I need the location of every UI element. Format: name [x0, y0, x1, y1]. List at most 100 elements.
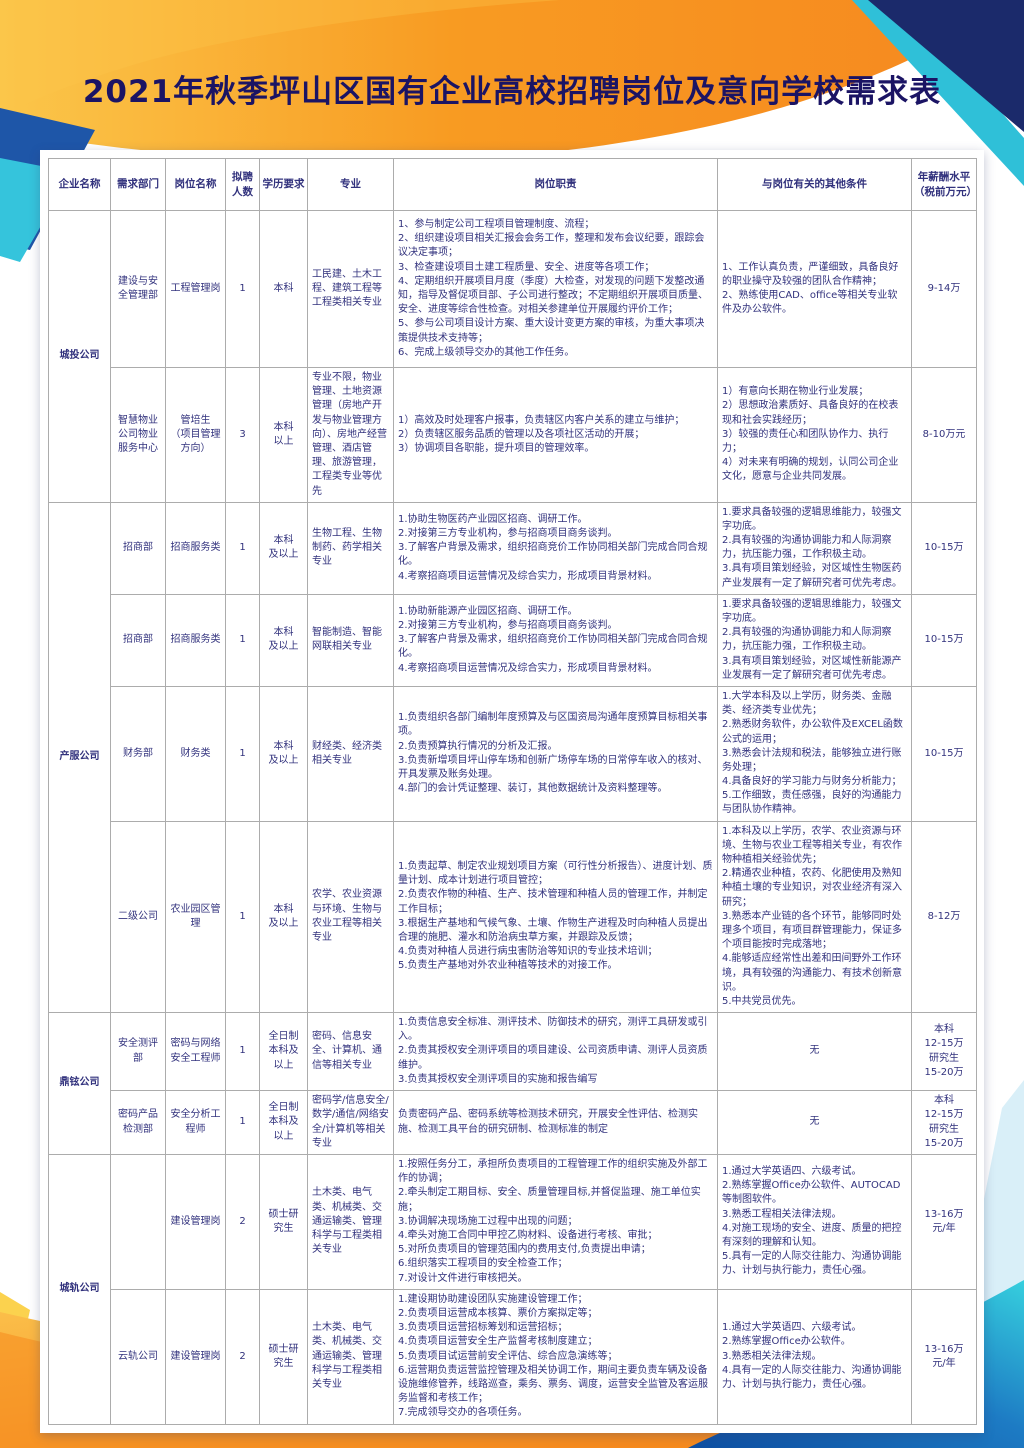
- cell-major: 土木类、电气类、机械类、交通运输类、管理科学与工程类相关专业: [307, 1288, 394, 1425]
- cell-count: 1: [225, 820, 260, 1014]
- cell-salary: 10-15万: [911, 685, 977, 822]
- cell-company: 城轨公司: [48, 1154, 111, 1425]
- cell-count: 1: [225, 501, 260, 595]
- cell-count: 1: [225, 210, 260, 368]
- cell-department: 智慧物业公司物业服务中心: [110, 367, 166, 503]
- cell-education: 全日制 本科及 以上: [259, 1090, 308, 1155]
- cell-company: 鼎铉公司: [48, 1012, 111, 1155]
- cell-company: 产服公司: [48, 501, 111, 1014]
- cell-conditions: 1.要求具备较强的逻辑思维能力，较强文字功底。 2.具有较强的沟通协调能力和人际…: [717, 501, 912, 595]
- cell-count: 1: [225, 1090, 260, 1155]
- cell-education: 全日制 本科及 以上: [259, 1012, 308, 1091]
- page-title: 2021年秋季坪山区国有企业高校招聘岗位及意向学校需求表: [82, 74, 942, 110]
- cell-salary: 8-10万元: [911, 367, 977, 503]
- table-row: 城轨公司 建设管理岗 2 硕士研 究生 土木类、电气类、机械类、交通运输类、管理科学与工…: [48, 1154, 977, 1425]
- cell-department: 密码产品检测部: [110, 1090, 166, 1155]
- cell-conditions: 1.本科及以上学历，农学、农业资源与环境、生物与农业工程等相关专业，有农作物种植…: [717, 820, 912, 1014]
- cell-major: 土木类、电气类、机械类、交通运输类、管理科学与工程类相关专业: [307, 1154, 394, 1290]
- cell-conditions: 1）有意向长期在物业行业发展； 2）思想政治素质好、具备良好的在校表现和社会实践…: [717, 367, 912, 503]
- cell-education: 硕士研 究生: [259, 1154, 308, 1290]
- table-row: 二级公司 农业园区管理 1 本科 及以上 农学、农业资源与环境、生物与农业工程等相关专业…: [49, 820, 977, 1014]
- cell-conditions: 1.大学本科及以上学历，财务类、金融类、经济类专业优先； 2.熟悉财务软件，办公…: [717, 685, 912, 822]
- cell-major: 财经类、经济类相关专业: [307, 685, 394, 822]
- cell-conditions: 1、工作认真负责，严谨细致，具备良好的职业操守及较强的团队合作精神； 2、熟练使…: [717, 210, 912, 368]
- table-row: 密码产品检测部 安全分析工程师 1 全日制 本科及 以上 密码学/信息安全/数学/通信/…: [49, 1090, 977, 1155]
- cell-education: 本科 及以上: [259, 593, 308, 687]
- cell-department: 安全测评部: [110, 1012, 166, 1091]
- column-header: 专业: [307, 158, 394, 211]
- cell-department: 二级公司: [110, 820, 166, 1014]
- table-row: 财务部 财务类 1 本科 及以上 财经类、经济类相关专业 1.负责组织各部门编制年度预算及…: [49, 685, 977, 822]
- cell-position: 招商服务类: [165, 501, 226, 595]
- cell-major: 农学、农业资源与环境、生物与农业工程等相关专业: [307, 820, 394, 1014]
- cell-position: 管培生 （项目管理方向）: [165, 367, 226, 503]
- column-header: 与岗位有关的其他条件: [717, 158, 912, 211]
- cell-position: 安全分析工程师: [165, 1090, 226, 1155]
- cell-count: 2: [225, 1154, 260, 1290]
- cell-position: 工程管理岗: [165, 210, 226, 368]
- cell-salary: 13-16万 元/年: [911, 1288, 977, 1425]
- cell-position: 农业园区管理: [165, 820, 226, 1014]
- column-header: 岗位名称: [165, 158, 226, 211]
- cell-salary: 9-14万: [911, 210, 977, 368]
- cell-department: 云轨公司: [110, 1288, 166, 1425]
- column-header: 岗位职责: [393, 158, 718, 211]
- cell-major: 专业不限，物业管理、土地资源管理（房地产开发与物业管理方向）、房地产经营管理、酒…: [307, 367, 394, 503]
- cell-duties: 1.建设期协助建设团队实施建设管理工作； 2.负责项目运营成本核算、票价方案拟定…: [393, 1288, 718, 1425]
- column-header: 企业名称: [48, 158, 111, 211]
- header-row: 企业名称 需求部门 岗位名称 拟聘人数 学历要求 专业 岗位职责 与岗位有关的其他条件 年薪酬水…: [48, 158, 977, 211]
- cell-department: 财务部: [110, 685, 166, 822]
- cell-count: 1: [225, 685, 260, 822]
- column-header: 学历要求: [259, 158, 308, 211]
- cell-count: 1: [225, 593, 260, 687]
- cell-education: 本科 以上: [259, 367, 308, 503]
- cell-education: 本科: [259, 210, 308, 368]
- cell-count: 2: [225, 1288, 260, 1425]
- table-row: 产服公司 招商部 招商服务类 1 本科 及以上 生物工程、生物制药、药学相关专业 1.协助生…: [48, 501, 977, 1014]
- table-body: 城投公司 建设与安全管理部 工程管理岗 1 本科 工民建、土木工程、建筑工程等工程类相关专…: [48, 210, 977, 1425]
- table-row: 鼎铉公司 安全测评部 密码与网络安全工程师 1 全日制 本科及 以上 密码、信息安全、计算…: [48, 1012, 977, 1155]
- column-header: 拟聘人数: [225, 158, 260, 211]
- cell-department: 建设与安全管理部: [110, 210, 166, 368]
- cell-salary: 本科 12-15万 研究生 15-20万: [911, 1012, 977, 1091]
- cell-conditions: 无: [717, 1012, 912, 1091]
- cell-education: 本科 及以上: [259, 820, 308, 1014]
- cell-major: 生物工程、生物制药、药学相关专业: [307, 501, 394, 595]
- cell-salary: 13-16万 元/年: [911, 1154, 977, 1290]
- cell-duties: 1.负责组织各部门编制年度预算及与区国资局沟通年度预算目标相关事项。 2.负责预…: [393, 685, 718, 822]
- cell-education: 本科 及以上: [259, 685, 308, 822]
- table-row: 招商部 招商服务类 1 本科 及以上 智能制造、智能网联相关专业 1.协助新能源产业园区招…: [49, 593, 977, 687]
- cell-position: 建设管理岗: [165, 1288, 226, 1425]
- cell-count: 3: [225, 367, 260, 503]
- cell-duties: 负责密码产品、密码系统等检测技术研究，开展安全性评估、检测实施、检测工具平台的研…: [393, 1090, 718, 1155]
- cell-salary: 8-12万: [911, 820, 977, 1014]
- cell-duties: 1.协助新能源产业园区招商、调研工作。 2.对接第三方专业机构，参与招商项目商务…: [393, 593, 718, 687]
- cell-major: 智能制造、智能网联相关专业: [307, 593, 394, 687]
- cell-position: 财务类: [165, 685, 226, 822]
- column-header: 年薪酬水平 （税前万元）: [911, 158, 977, 211]
- cell-major: 密码学/信息安全/数学/通信/网络安全/计算机等相关专业: [307, 1090, 394, 1155]
- cell-education: 本科 及以上: [259, 501, 308, 595]
- cell-duties: 1.协助生物医药产业园区招商、调研工作。 2.对接第三方专业机构，参与招商项目商…: [393, 501, 718, 595]
- cell-position: 密码与网络安全工程师: [165, 1012, 226, 1091]
- table-row: 云轨公司 建设管理岗 2 硕士研 究生 土木类、电气类、机械类、交通运输类、管理科学与工…: [49, 1288, 977, 1425]
- cell-duties: 1）高效及时处理客户报事，负责辖区内客户关系的建立与维护； 2）负责辖区服务品质…: [393, 367, 718, 503]
- cell-education: 硕士研 究生: [259, 1288, 308, 1425]
- cell-position: 建设管理岗: [165, 1154, 226, 1290]
- cell-salary: 本科 12-15万 研究生 15-20万: [911, 1090, 977, 1155]
- cell-count: 1: [225, 1012, 260, 1091]
- cell-department: 招商部: [110, 593, 166, 687]
- cell-position: 招商服务类: [165, 593, 226, 687]
- cell-duties: 1.按照任务分工，承担所负责项目的工程管理工作的组织实施及外部工作的协调； 2.…: [393, 1154, 718, 1290]
- column-header: 需求部门: [110, 158, 166, 211]
- recruitment-table: 企业名称 需求部门 岗位名称 拟聘人数 学历要求 专业 岗位职责 与岗位有关的其他条件 年薪酬水…: [48, 158, 977, 1425]
- top-banner-highlight: [0, 0, 560, 118]
- cell-department: 招商部: [110, 501, 166, 595]
- cell-duties: 1.负责起草、制定农业规划项目方案（可行性分析报告）、进度计划、质量计划、成本计…: [393, 820, 718, 1014]
- top-right-navy-triangle: [868, 0, 1024, 132]
- top-orange-banner: [0, 0, 1005, 163]
- cell-salary: 10-15万: [911, 593, 977, 687]
- cell-department: [110, 1154, 166, 1290]
- cell-major: 密码、信息安全、计算机、通信等相关专业: [307, 1012, 394, 1091]
- cell-duties: 1.负责信息安全标准、测评技术、防御技术的研究，测评工具研发或引入。 2.负责其…: [393, 1012, 718, 1091]
